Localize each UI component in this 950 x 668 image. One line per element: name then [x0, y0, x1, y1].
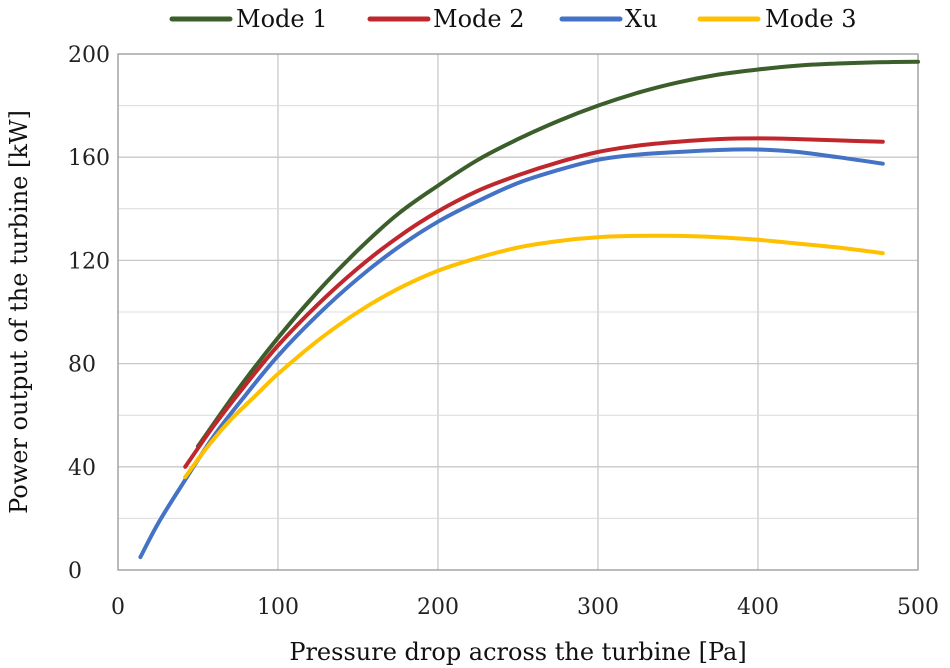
- series-layer: [138, 59, 920, 560]
- y-axis-title: Power output of the turbine [kW]: [5, 110, 33, 514]
- y-tick-label: 160: [68, 146, 110, 171]
- plot-frame: [117, 53, 919, 571]
- series-line-mode-3: [183, 233, 885, 480]
- legend-label: Mode 1: [236, 5, 328, 33]
- series-line-xu: [138, 147, 885, 560]
- y-tick-label: 80: [68, 353, 96, 378]
- x-tick-label: 0: [111, 595, 125, 620]
- x-tick-label: 500: [897, 595, 939, 620]
- y-tick-label: 120: [68, 249, 110, 274]
- x-axis-title: Pressure drop across the turbine [Pa]: [289, 638, 746, 666]
- series-line-mode-1: [196, 59, 920, 449]
- x-tick-label: 400: [737, 595, 779, 620]
- x-tick-label: 300: [577, 595, 619, 620]
- y-tick-label: 200: [68, 43, 110, 68]
- grid: [117, 53, 919, 571]
- x-tick-label: 200: [417, 595, 459, 620]
- x-tick-label: 100: [257, 595, 299, 620]
- legend-label: Xu: [625, 5, 658, 33]
- y-tick-label: 0: [68, 559, 82, 584]
- legend: Mode 1 Mode 2 Xu Mode 3: [169, 5, 857, 33]
- legend-label: Mode 2: [433, 5, 525, 33]
- tick-labels: 0 100 200 300 400 500 0 40 80 120 160 200: [68, 43, 939, 620]
- series-line-mode-2: [183, 136, 885, 469]
- legend-label: Mode 3: [765, 5, 857, 33]
- y-tick-label: 40: [68, 456, 96, 481]
